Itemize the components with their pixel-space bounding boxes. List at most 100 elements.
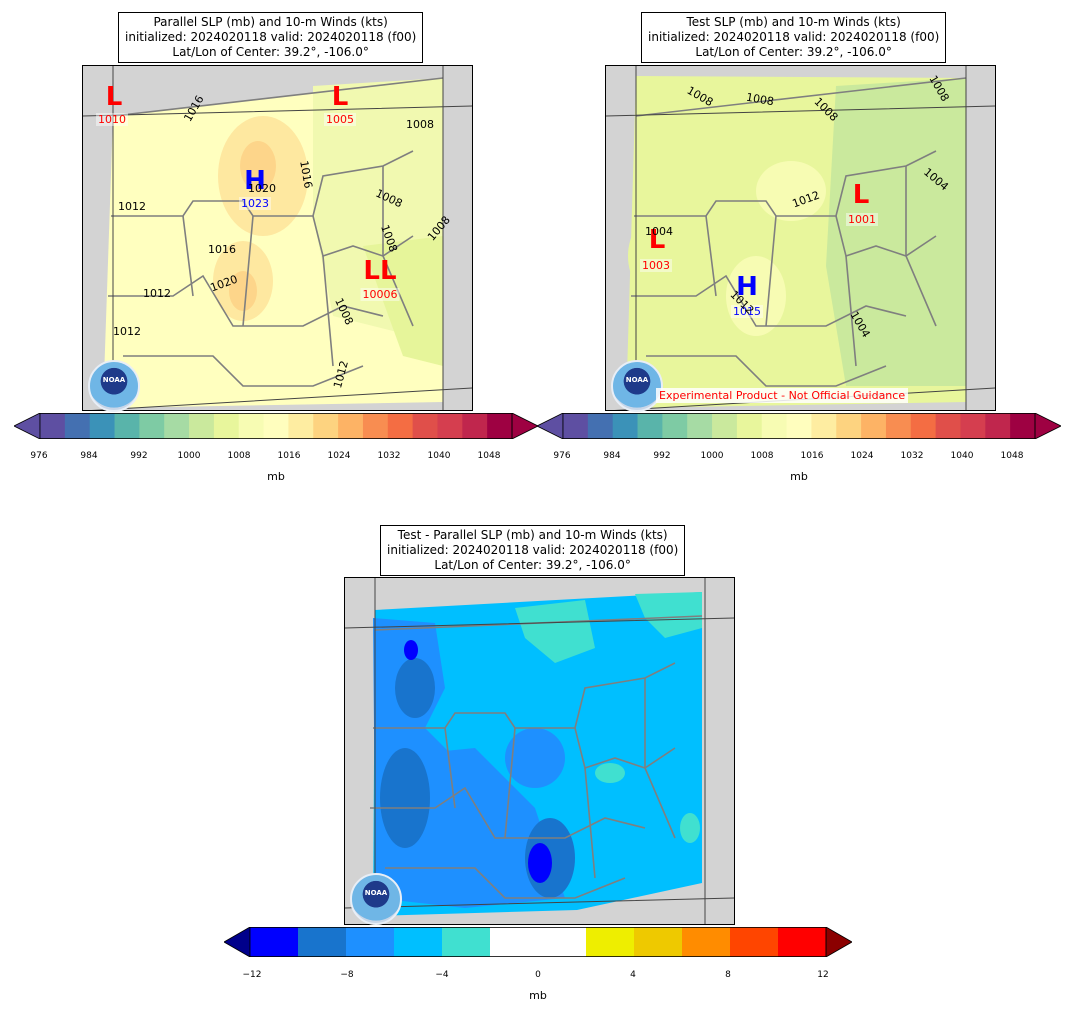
colorbar-segment <box>985 413 1011 439</box>
colorbar-segment <box>587 413 614 439</box>
diff-cbar-tick: −8 <box>340 970 354 980</box>
parallel-high-value: 1023 <box>239 197 271 210</box>
diff-colorbar-svg <box>223 926 853 958</box>
colorbar-segment <box>861 413 887 439</box>
parallel-slp-map <box>82 65 473 411</box>
colorbar-segment <box>538 927 587 957</box>
colorbar-segment <box>437 413 463 439</box>
test-cbar-tick: 1048 <box>1000 451 1024 461</box>
parallel-cbar-tick: 992 <box>130 451 148 461</box>
noaa-logo-text: NOAA <box>102 376 126 384</box>
colorbar-segment <box>362 413 389 439</box>
test-slp-colorbar-svg <box>536 412 1062 440</box>
diff-cbar-tick: 8 <box>725 970 731 980</box>
noaa-logo-text: NOAA <box>625 376 649 384</box>
colorbar-segment <box>1010 413 1036 439</box>
parallel-cbar-tick: 984 <box>80 451 98 461</box>
colorbar-segment <box>612 413 639 439</box>
colorbar-segment <box>213 413 240 439</box>
colorbar-segment <box>338 413 364 439</box>
colorbar-segment <box>412 413 438 439</box>
colorbar-segment <box>40 413 66 439</box>
colorbar-segment <box>563 413 589 439</box>
parallel-cbar-tick: 1032 <box>377 451 401 461</box>
colorbar-segment <box>114 413 140 439</box>
colorbar-segment <box>64 413 91 439</box>
colorbar-segment <box>712 413 738 439</box>
parallel-low-marker-2: L <box>331 82 349 112</box>
parallel-low-value-3: 10006 <box>360 288 400 301</box>
noaa-logo: NOAA <box>88 360 140 412</box>
test-contour-label: 1004 <box>645 225 673 238</box>
test-cbar-tick: 1008 <box>750 451 774 461</box>
test-cbar-tick: 984 <box>603 451 621 461</box>
diff-title-line1: Test - Parallel SLP (mb) and 10-m Winds … <box>397 528 668 542</box>
diff-cbar-tick: 12 <box>817 970 829 980</box>
colorbar-segment <box>736 413 763 439</box>
test-cbar-tick: 1000 <box>700 451 724 461</box>
diff-cbar-tick: −4 <box>435 970 449 980</box>
parallel-cbar-unit: mb <box>267 470 285 483</box>
parallel-low-marker-3: LL <box>363 256 397 286</box>
colorbar-segment <box>662 413 688 439</box>
experimental-disclaimer: Experimental Product - Not Official Guid… <box>656 388 909 403</box>
colorbar-over-triangle <box>511 412 539 440</box>
test-high-value: 1015 <box>731 305 763 318</box>
colorbar-segment <box>885 413 912 439</box>
test-low-value-2: 1003 <box>640 259 672 272</box>
parallel-cbar-tick: 1024 <box>327 451 351 461</box>
colorbar-segment <box>586 927 635 957</box>
diff-cbar-tick: 4 <box>630 970 636 980</box>
parallel-contour-label: 1012 <box>118 200 146 213</box>
diff-colorbar <box>223 926 853 958</box>
test-cbar-tick: 1024 <box>850 451 874 461</box>
parallel-title-line2: initialized: 2024020118 valid: 202402011… <box>125 30 417 44</box>
colorbar-segment <box>761 413 788 439</box>
colorbar-segment <box>786 413 812 439</box>
test-cbar-tick: 1040 <box>950 451 974 461</box>
parallel-slp-colorbar <box>13 412 539 440</box>
test-low-marker-2: L <box>648 225 666 255</box>
diff-cbar-unit: mb <box>529 989 547 1002</box>
colorbar-segment <box>910 413 937 439</box>
colorbar-under-triangle <box>223 926 251 958</box>
noaa-logo-text: NOAA <box>364 889 388 897</box>
colorbar-under-triangle <box>536 412 564 440</box>
parallel-panel-title: Parallel SLP (mb) and 10-m Winds (kts) i… <box>118 12 424 63</box>
parallel-low-value-1: 1010 <box>96 113 128 126</box>
parallel-cbar-tick: 1016 <box>277 451 301 461</box>
colorbar-segment <box>811 413 837 439</box>
test-title-line1: Test SLP (mb) and 10-m Winds (kts) <box>686 15 901 29</box>
colorbar-segment <box>288 413 314 439</box>
noaa-logo: NOAA <box>350 873 402 925</box>
colorbar-over-triangle <box>1034 412 1062 440</box>
test-slp-colorbar <box>536 412 1062 440</box>
colorbar-segment <box>250 927 299 957</box>
diff-panel-title: Test - Parallel SLP (mb) and 10-m Winds … <box>380 525 686 576</box>
colorbar-segment <box>960 413 986 439</box>
colorbar-under-triangle <box>13 412 41 440</box>
colorbar-segment <box>238 413 265 439</box>
test-cbar-unit: mb <box>790 470 808 483</box>
parallel-cbar-tick: 1008 <box>227 451 251 461</box>
parallel-contour-label: 1012 <box>143 287 171 300</box>
test-title-line3: Lat/Lon of Center: 39.2°, -106.0° <box>695 45 892 59</box>
test-cbar-tick: 1032 <box>900 451 924 461</box>
test-slp-map <box>605 65 996 411</box>
diff-title-line3: Lat/Lon of Center: 39.2°, -106.0° <box>434 558 631 572</box>
colorbar-outline <box>562 413 1036 440</box>
colorbar-segment <box>442 927 491 957</box>
parallel-title-line1: Parallel SLP (mb) and 10-m Winds (kts) <box>153 15 388 29</box>
colorbar-segment <box>394 927 443 957</box>
test-cbar-tick: 992 <box>653 451 671 461</box>
colorbar-segment <box>687 413 713 439</box>
colorbar-segment <box>487 413 513 439</box>
colorbar-segment <box>634 927 683 957</box>
diff-cbar-tick: −12 <box>242 970 262 980</box>
test-high-marker: H <box>736 272 758 302</box>
colorbar-segment <box>836 413 862 439</box>
parallel-cbar-tick: 1048 <box>477 451 501 461</box>
colorbar-segment <box>346 927 395 957</box>
colorbar-segment <box>164 413 190 439</box>
colorbar-segment <box>730 927 779 957</box>
